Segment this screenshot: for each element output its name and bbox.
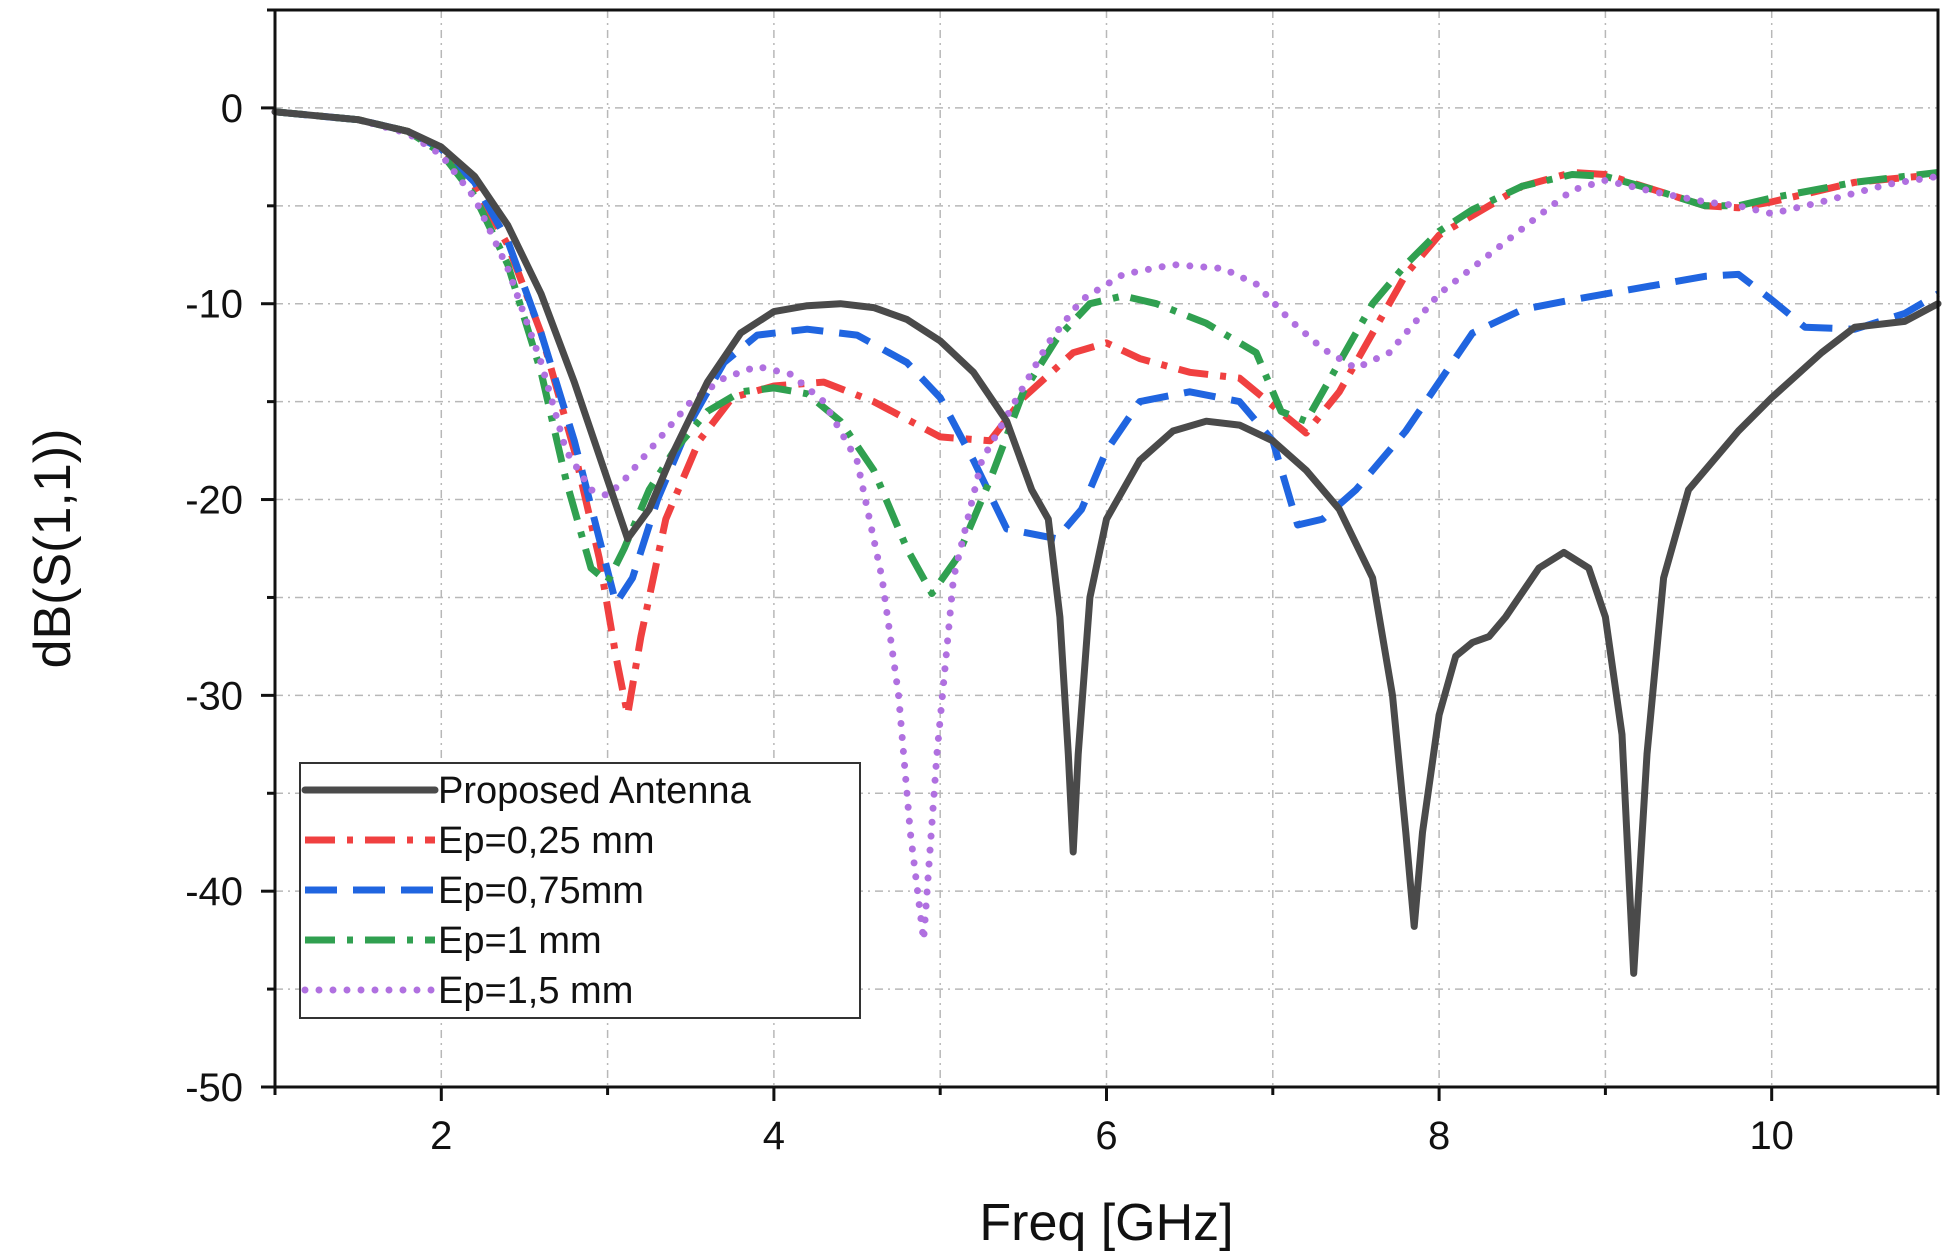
legend-label: Ep=1,5 mm: [438, 970, 633, 1012]
y-tick-label: -10: [185, 283, 243, 327]
series-line-ep-1-mm: [274, 108, 1939, 597]
y-axis-title: dB(S(1,1)): [24, 429, 82, 669]
y-tick-label: 0: [221, 87, 243, 131]
legend-label: Proposed Antenna: [438, 770, 752, 812]
legend: Proposed Antenna Ep=0,25 mm Ep=0,75mm Ep=1 …: [299, 762, 861, 1019]
legend-label: Ep=0,25 mm: [438, 820, 655, 862]
x-tick-label: 2: [430, 1114, 452, 1158]
legend-box: [299, 762, 861, 1019]
legend-label: Ep=1 mm: [438, 920, 602, 962]
series-line-proposed-antenna: [271, 108, 1942, 977]
x-axis-title: Freq [GHz]: [979, 1194, 1233, 1252]
legend-label: Ep=0,75mm: [438, 870, 644, 912]
y-tick-label: -50: [185, 1066, 243, 1110]
x-tick-label: 8: [1428, 1114, 1450, 1158]
y-tick-label: -40: [185, 870, 243, 914]
series-line-ep-0-75mm: [274, 108, 1940, 607]
y-tick-label: -20: [185, 479, 243, 523]
series-line-ep-1-5-mm: [271, 108, 1942, 944]
axis-ticks: 2 4 6 8 10 0 -10 -20 -30 -40 -50: [185, 8, 1940, 1158]
x-tick-label: 6: [1095, 1114, 1117, 1158]
series-layer: [271, 108, 1942, 977]
x-tick-label: 4: [763, 1114, 785, 1158]
y-tick-label: -30: [185, 674, 243, 718]
x-tick-label: 10: [1749, 1114, 1794, 1158]
